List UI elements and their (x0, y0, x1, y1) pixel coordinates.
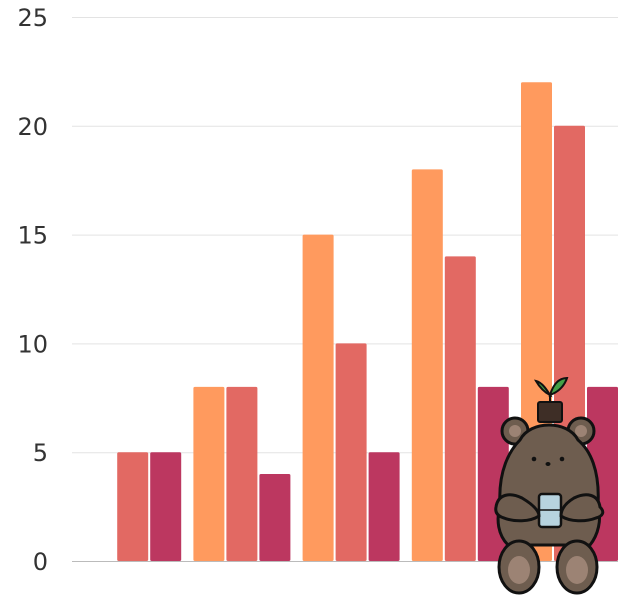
y-axis-ticks: 0 5 10 15 20 25 (17, 4, 48, 576)
bar (226, 386, 258, 561)
bar (411, 169, 443, 561)
y-tick-label: 0 (33, 548, 48, 576)
bar (193, 386, 225, 561)
y-tick-label: 15 (17, 222, 48, 250)
y-tick-label: 25 (17, 4, 48, 32)
bar (302, 234, 334, 561)
bar (117, 452, 149, 561)
bear-mascot-icon (494, 376, 605, 595)
bar (335, 343, 367, 561)
bar (368, 452, 400, 561)
bar (259, 473, 291, 561)
bar (150, 452, 182, 561)
y-tick-label: 10 (17, 330, 48, 358)
y-tick-label: 5 (33, 439, 48, 467)
y-tick-label: 20 (17, 113, 48, 141)
bar (444, 256, 476, 561)
